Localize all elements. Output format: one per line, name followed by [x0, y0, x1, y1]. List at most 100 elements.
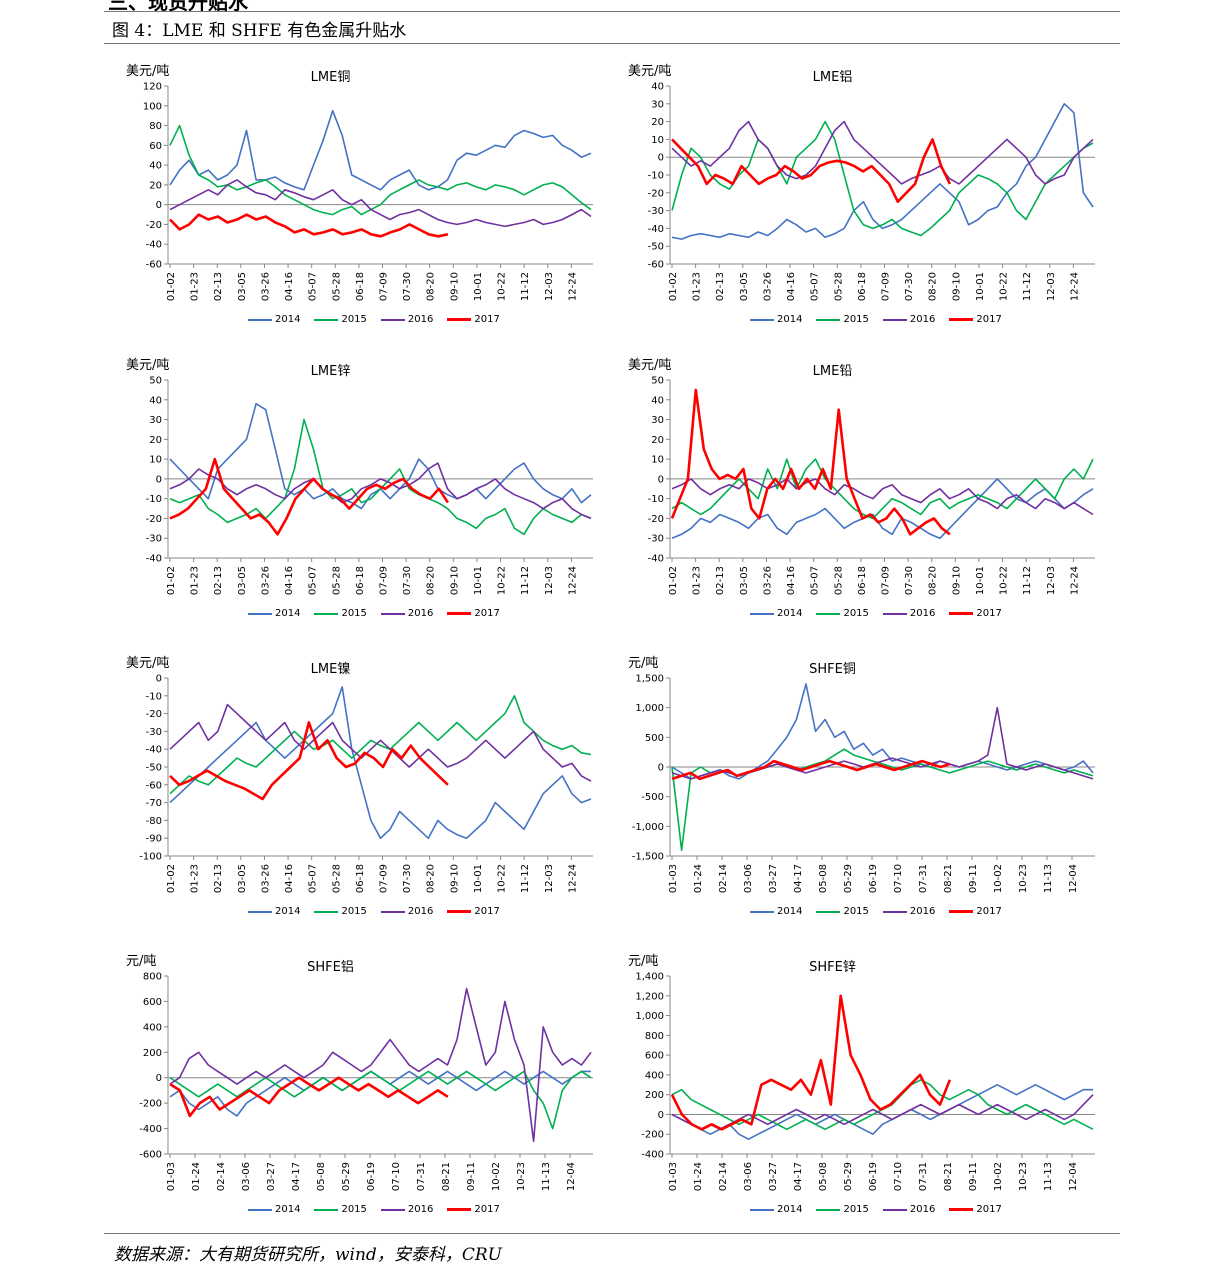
- x-tick-label: 07-10: [893, 864, 904, 893]
- x-tick-label: 06-18: [355, 864, 366, 893]
- x-tick-label: 06-19: [366, 1162, 377, 1191]
- legend-swatch: [380, 1208, 405, 1211]
- legend-item-2016: 2016: [380, 1204, 433, 1215]
- legend-item-2017: 2017: [949, 608, 1002, 619]
- legend-label: 2017: [976, 1204, 1002, 1215]
- y-tick-label: 40: [149, 395, 162, 406]
- x-tick-label: 07-09: [379, 566, 390, 595]
- y-tick-label: -40: [648, 554, 664, 565]
- x-tick-label: 10-01: [473, 864, 484, 893]
- legend-label: 2017: [976, 608, 1002, 619]
- x-tick-label: 03-26: [260, 566, 271, 595]
- legend-swatch: [949, 318, 974, 321]
- y-tick-label: -400: [641, 1150, 664, 1161]
- x-tick-label: 02-13: [213, 272, 224, 301]
- x-tick-label: 06-18: [857, 566, 868, 595]
- legend-item-2017: 2017: [949, 314, 1002, 325]
- y-tick-label: -200: [139, 1099, 162, 1110]
- legend-item-2014: 2014: [248, 1204, 300, 1215]
- y-tick-label: 800: [645, 1031, 664, 1042]
- x-tick-label: 05-08: [818, 1162, 829, 1191]
- lme-copper-chart: 美元/吨 LME铜 -60 -40 -20 0 20 40 60 80 100 120 01-02 01-…: [110, 58, 593, 338]
- lme-lead-chart: 美元/吨 LME铅 -40 -30 -20 -10 0 10 20 30 40 50 01-02 01-2…: [612, 352, 1095, 632]
- x-tick-label: 03-26: [762, 272, 773, 301]
- y-tick-label: -60: [648, 260, 664, 271]
- x-tick-label: 05-07: [308, 566, 319, 595]
- x-tick-label: 12-03: [1046, 272, 1057, 301]
- x-tick-label: 12-03: [544, 566, 555, 595]
- legend-swatch: [314, 318, 339, 321]
- y-tick-label: -30: [146, 727, 162, 738]
- y-tick-label: 50: [651, 376, 664, 387]
- x-tick-label: 07-30: [402, 566, 413, 595]
- legend-swatch: [750, 318, 774, 321]
- y-tick-label: 30: [651, 99, 664, 110]
- x-tick-label: 11-12: [1022, 566, 1033, 595]
- x-tick-label: 10-22: [999, 272, 1010, 301]
- legend-swatch: [949, 612, 974, 615]
- y-tick-label: 40: [149, 161, 162, 172]
- x-tick-label: 10-22: [497, 272, 508, 301]
- x-tick-label: 08-20: [928, 272, 939, 301]
- x-tick-label: 06-18: [355, 272, 366, 301]
- legend-label: 2016: [909, 314, 936, 325]
- legend-label: 2016: [909, 906, 936, 917]
- y-tick-label: 0: [658, 474, 664, 485]
- x-tick-label: 01-24: [191, 1162, 202, 1191]
- x-tick-label: 02-14: [718, 864, 729, 893]
- legend-label: 2014: [777, 906, 803, 917]
- chart-title: LME铜: [310, 70, 351, 85]
- y-unit-label: 元/吨: [628, 954, 659, 969]
- header-rule: [104, 11, 1120, 12]
- legend-swatch: [750, 1208, 774, 1211]
- y-tick-label: 600: [143, 997, 162, 1008]
- x-tick-label: 06-18: [355, 566, 366, 595]
- legend-item-2015: 2015: [816, 608, 869, 619]
- lme-nickel-chart: 美元/吨 LME镍 -100 -90 -80 -70 -60 -50 -40 -30 -20 -10 0…: [110, 650, 593, 930]
- chart-legend: 2014 2015 2016 2017: [750, 1204, 1002, 1215]
- y-tick-label: 1,400: [635, 972, 664, 983]
- legend-label: 2017: [474, 608, 500, 619]
- x-tick-label: 10-01: [975, 272, 986, 301]
- y-tick-label: -600: [139, 1150, 162, 1161]
- series-line-2014: [671, 1084, 1093, 1140]
- series-line-2016: [671, 478, 1094, 516]
- y-tick-label: -20: [648, 188, 664, 199]
- y-tick-label: 600: [645, 1051, 664, 1062]
- x-tick-label: 01-24: [693, 864, 704, 893]
- chart-title: LME锌: [310, 364, 351, 379]
- x-tick-label: 03-26: [260, 272, 271, 301]
- y-tick-label: -60: [146, 780, 162, 791]
- series-line-2015: [671, 458, 1094, 520]
- series-line-2015: [169, 694, 592, 795]
- x-tick-label: 10-23: [1018, 864, 1029, 893]
- series-line-2017: [671, 138, 952, 203]
- y-tick-label: -20: [146, 709, 162, 720]
- series-line-2017: [169, 213, 449, 238]
- shfe-aluminium-chart: 元/吨 SHFE铝 -600 -400 -200 0 200 400 600 800 01-03 01…: [110, 948, 593, 1228]
- x-tick-label: 12-03: [544, 864, 555, 893]
- y-tick-label: -100: [139, 852, 162, 863]
- legend-label: 2014: [275, 314, 301, 325]
- x-tick-label: 08-21: [943, 864, 954, 893]
- x-tick-label: 07-30: [402, 272, 413, 301]
- section-title: 三、现货升贴水: [108, 0, 248, 14]
- chart-title: LME铅: [812, 364, 853, 379]
- x-tick-label: 07-31: [918, 1162, 929, 1191]
- x-tick-label: 07-10: [893, 1162, 904, 1191]
- chart-legend: 2014 2015 2016 2017: [750, 906, 1002, 917]
- x-tick-label: 05-29: [843, 864, 854, 893]
- x-tick-label: 10-01: [975, 566, 986, 595]
- legend-swatch: [882, 318, 907, 321]
- y-unit-label: 美元/吨: [628, 358, 672, 373]
- y-tick-label: -60: [146, 260, 162, 271]
- x-tick-label: 11-13: [1043, 864, 1054, 893]
- x-tick-label: 09-10: [449, 864, 460, 893]
- legend-label: 2015: [843, 314, 869, 325]
- x-tick-label: 08-21: [943, 1162, 954, 1191]
- x-tick-label: 12-03: [1046, 566, 1057, 595]
- y-tick-label: 0: [658, 763, 664, 774]
- series-line-2014: [671, 478, 1094, 539]
- x-tick-label: 10-02: [993, 1162, 1004, 1191]
